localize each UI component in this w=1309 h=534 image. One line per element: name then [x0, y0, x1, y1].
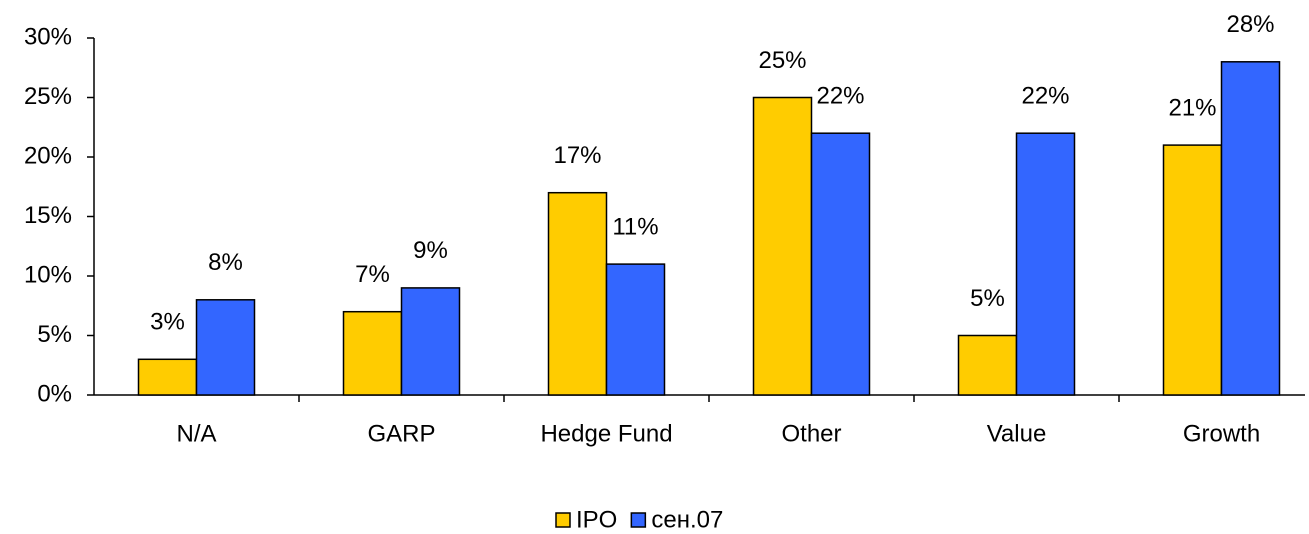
value-label: 17%: [553, 142, 601, 169]
value-label: 9%: [413, 237, 448, 264]
value-label: 11%: [612, 213, 658, 240]
x-tick-label: N/A: [176, 420, 216, 447]
bar: [137, 358, 198, 396]
x-tick-label: GARP: [367, 420, 435, 447]
bar: [605, 263, 666, 396]
legend-label: сен.07: [651, 506, 723, 533]
value-label: 22%: [816, 83, 864, 110]
x-tick-label: Value: [987, 420, 1047, 447]
x-tick-label: Hedge Fund: [540, 420, 672, 447]
bar: [195, 299, 256, 396]
value-label: 28%: [1226, 11, 1274, 38]
bar: [957, 334, 1018, 396]
y-tick-label: 10%: [24, 261, 72, 288]
value-label: 22%: [1021, 83, 1069, 110]
y-tick-label: 0%: [37, 380, 72, 407]
value-label: 7%: [355, 261, 390, 288]
bar: [1162, 144, 1223, 396]
value-label: 8%: [208, 249, 243, 276]
value-label: 3%: [150, 309, 185, 336]
y-tick-label: 15%: [24, 202, 72, 229]
legend-label: IPO: [576, 506, 617, 533]
bar: [400, 287, 461, 396]
bar: [342, 310, 403, 396]
y-tick-label: 30%: [24, 23, 72, 50]
bar: [1220, 61, 1281, 396]
bar: [752, 96, 813, 396]
x-tick-label: Growth: [1183, 420, 1260, 447]
value-label: 25%: [758, 47, 806, 74]
legend-swatch: [630, 512, 647, 528]
y-tick-label: 20%: [24, 142, 72, 169]
value-label: 5%: [970, 285, 1005, 312]
legend-swatch: [555, 512, 571, 528]
x-tick-label: Other: [781, 420, 841, 447]
y-tick-label: 25%: [24, 83, 72, 110]
bar: [547, 191, 608, 396]
y-tick-label: 5%: [37, 321, 72, 348]
bar: [1015, 132, 1076, 396]
bar: [810, 132, 871, 396]
value-label: 21%: [1168, 94, 1216, 121]
